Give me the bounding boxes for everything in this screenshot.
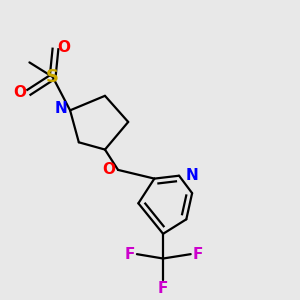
Text: N: N <box>185 168 198 183</box>
Text: O: O <box>14 85 26 100</box>
Text: F: F <box>158 281 168 296</box>
Text: O: O <box>103 162 116 177</box>
Text: S: S <box>46 68 59 86</box>
Text: F: F <box>192 247 202 262</box>
Text: O: O <box>57 40 70 56</box>
Text: F: F <box>125 247 136 262</box>
Text: N: N <box>55 101 68 116</box>
